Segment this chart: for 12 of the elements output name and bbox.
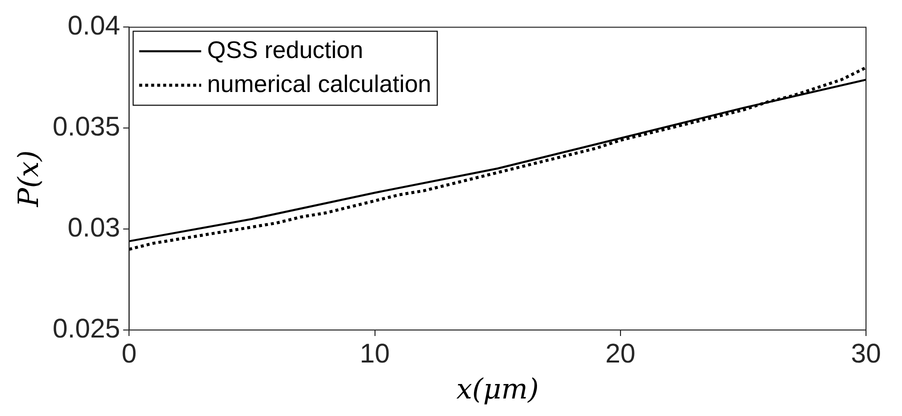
legend-label: QSS reduction xyxy=(207,36,364,64)
y-tick-label: 0.035 xyxy=(52,112,120,142)
x-tick-label: 20 xyxy=(605,338,636,369)
y-tick-label: 0.025 xyxy=(52,313,120,344)
x-tick-label: 30 xyxy=(850,338,882,369)
legend-label: numerical calculation xyxy=(207,70,432,98)
y-tick-label: 0.04 xyxy=(68,10,120,41)
x-axis-title: x(μm) xyxy=(456,372,539,406)
x-tick-label: 0 xyxy=(122,338,137,369)
x-tick-label: 10 xyxy=(360,338,390,369)
y-axis-title: P(x) xyxy=(12,150,46,208)
y-tick-label: 0.03 xyxy=(68,212,120,243)
